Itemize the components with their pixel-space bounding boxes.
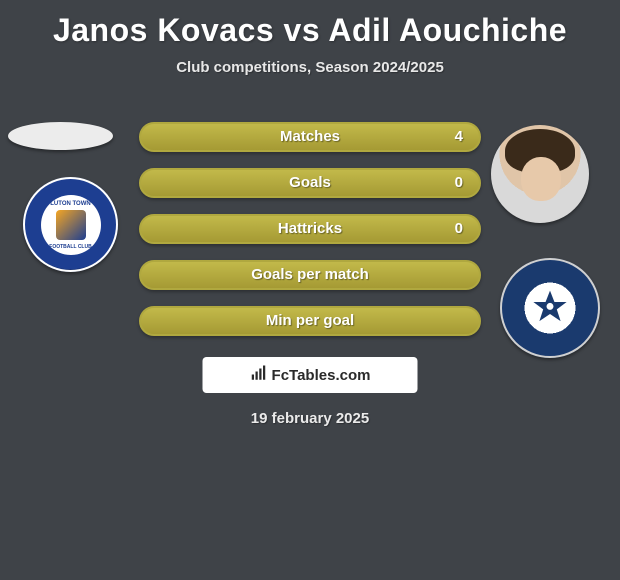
comparison-date: 19 february 2025 — [0, 410, 620, 427]
stat-label: Hattricks — [141, 216, 479, 242]
stats-container: Matches 4 Goals 0 Hattricks 0 Goals per … — [139, 122, 481, 352]
player1-photo — [8, 122, 113, 150]
brand-text: FcTables.com — [272, 367, 371, 384]
page-title: Janos Kovacs vs Adil Aouchiche — [0, 0, 620, 49]
stat-pill-goals-per-match: Goals per match — [139, 260, 481, 290]
stat-label: Goals per match — [141, 262, 479, 288]
stat-value: 4 — [455, 124, 463, 150]
stat-label: Min per goal — [141, 308, 479, 334]
player1-club-shield-icon — [56, 210, 86, 240]
player2-photo — [491, 125, 589, 223]
player2-face-shape — [521, 157, 561, 201]
stat-value: 0 — [455, 170, 463, 196]
bar-chart-icon — [250, 364, 268, 386]
stat-pill-min-per-goal: Min per goal — [139, 306, 481, 336]
subtitle: Club competitions, Season 2024/2025 — [0, 59, 620, 76]
stat-pill-matches: Matches 4 — [139, 122, 481, 152]
player2-club-badge — [500, 258, 600, 358]
stat-label: Goals — [141, 170, 479, 196]
brand-box: FcTables.com — [203, 357, 418, 393]
stat-value: 0 — [455, 216, 463, 242]
stat-label: Matches — [141, 124, 479, 150]
stat-pill-hattricks: Hattricks 0 — [139, 214, 481, 244]
player1-club-top-text: LUTON TOWN — [41, 201, 101, 207]
stat-pill-goals: Goals 0 — [139, 168, 481, 198]
star-icon — [530, 288, 570, 328]
player1-club-bottom-text: FOOTBALL CLUB — [41, 245, 101, 250]
player1-club-badge: LUTON TOWN FOOTBALL CLUB — [23, 177, 118, 272]
